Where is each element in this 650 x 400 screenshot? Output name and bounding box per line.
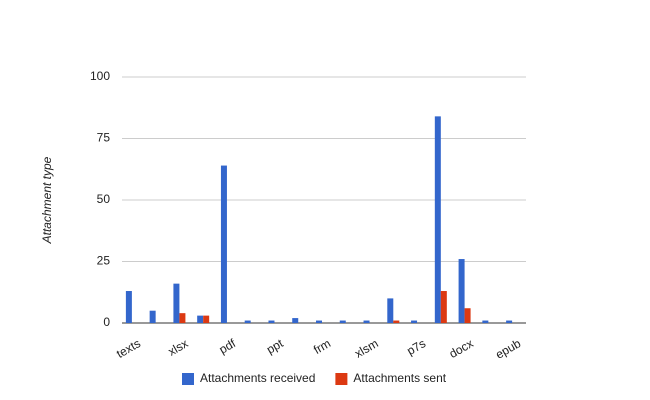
bar bbox=[125, 291, 132, 323]
x-tick-label: docx bbox=[447, 336, 476, 361]
bar bbox=[434, 116, 441, 323]
bar bbox=[316, 320, 322, 323]
legend-label: Attachments sent bbox=[353, 371, 446, 385]
bar bbox=[464, 308, 471, 323]
y-tick-label: 0 bbox=[103, 315, 110, 329]
bar bbox=[387, 298, 394, 323]
x-tick-label: frm bbox=[311, 336, 333, 357]
bar bbox=[458, 259, 465, 323]
bar bbox=[179, 313, 186, 323]
bar bbox=[440, 291, 447, 323]
x-tick-label: texts bbox=[114, 336, 143, 361]
bar bbox=[482, 320, 489, 323]
bar bbox=[506, 320, 513, 323]
y-tick-label: 100 bbox=[90, 69, 110, 83]
x-tick-label: p7s bbox=[404, 336, 428, 358]
x-tick-label: pdf bbox=[217, 336, 239, 357]
y-tick-label: 25 bbox=[97, 254, 111, 268]
y-tick-label: 75 bbox=[97, 131, 111, 145]
y-tick-label: 50 bbox=[97, 192, 111, 206]
x-tick-label: xlsm bbox=[352, 336, 380, 360]
bar bbox=[173, 283, 180, 323]
bar bbox=[149, 310, 156, 323]
legend-label: Attachments received bbox=[200, 371, 315, 385]
y-axis-title: Attachment type bbox=[40, 156, 54, 244]
x-tick-label: ppt bbox=[264, 336, 286, 357]
bar bbox=[393, 320, 400, 323]
bar bbox=[411, 320, 418, 323]
bar bbox=[339, 320, 346, 323]
bar bbox=[203, 315, 210, 323]
legend-swatch bbox=[335, 373, 348, 385]
x-tick-label: epub bbox=[493, 336, 523, 362]
bar bbox=[244, 320, 251, 323]
bar bbox=[220, 165, 227, 323]
bar bbox=[268, 320, 275, 323]
legend-swatch bbox=[182, 373, 194, 385]
bar bbox=[197, 315, 204, 323]
x-tick-label: xlsx bbox=[166, 336, 191, 358]
bar bbox=[292, 318, 299, 323]
bar bbox=[363, 320, 370, 323]
